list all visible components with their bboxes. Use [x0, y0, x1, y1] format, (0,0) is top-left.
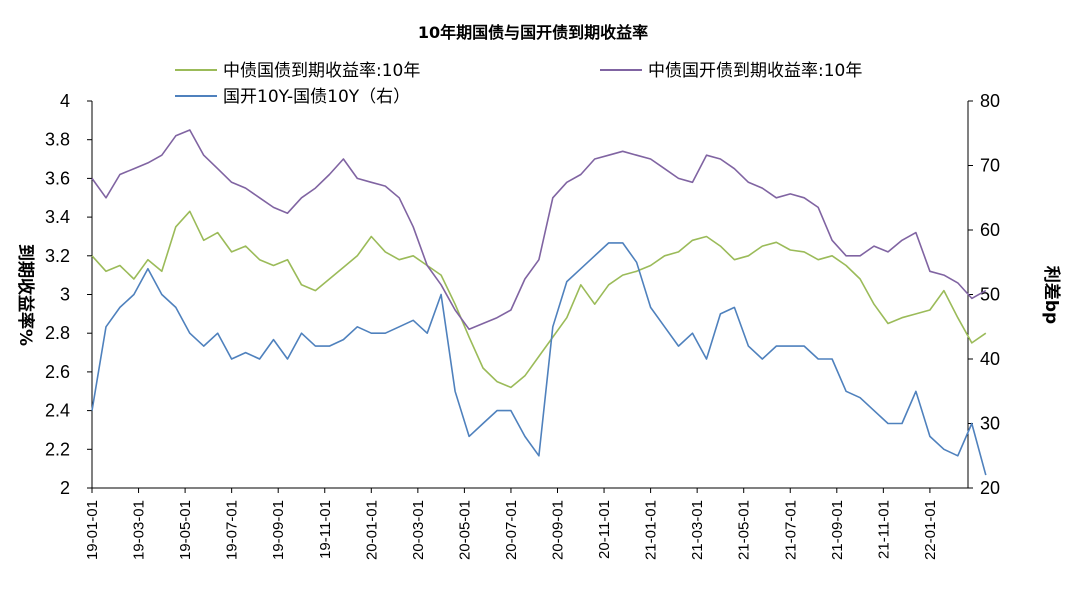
legend-label-0: 中债国债到期收益率:10年	[223, 61, 420, 81]
x-tick-label: 19-05-01	[177, 500, 194, 560]
legend-label-2: 国开10Y-国债10Y（右）	[223, 87, 410, 107]
y-tick-label-right: 20	[980, 478, 1000, 498]
x-tick-label: 19-01-01	[84, 500, 101, 560]
y-tick-label-left: 3.6	[45, 168, 70, 188]
legend: 中债国债到期收益率:10年 中债国开债到期收益率:10年国开10Y-国债10Y（右…	[175, 61, 862, 107]
x-tick-label: 19-11-01	[317, 500, 334, 559]
series-line-0	[91, 210, 987, 389]
x-tick-label: 21-09-01	[829, 500, 846, 560]
x-tick-label: 21-05-01	[736, 500, 753, 560]
y-tick-label-left: 2.2	[45, 439, 70, 459]
x-tick-label: 19-07-01	[224, 500, 241, 560]
y-tick-label-left: 3.4	[45, 207, 70, 227]
x-tick-label: 19-09-01	[270, 500, 287, 560]
y-tick-label-right: 40	[980, 349, 1000, 369]
x-tick-label: 21-11-01	[875, 500, 892, 559]
series-line-1	[91, 129, 987, 331]
x-tick-label: 19-03-01	[131, 500, 148, 560]
y-tick-label-left: 2.4	[45, 401, 70, 421]
y-axis-label-right: 利差bp	[1041, 266, 1062, 324]
y-tick-label-right: 50	[980, 285, 1000, 305]
y-tick-label-left: 2.6	[45, 362, 70, 382]
x-tick-label: 20-03-01	[410, 500, 427, 560]
y-tick-label-left: 4	[60, 91, 70, 111]
x-tick-label: 20-07-01	[503, 500, 520, 560]
chart-title: 10年期国债与国开债到期收益率	[418, 23, 648, 42]
x-tick-label: 21-01-01	[643, 500, 660, 560]
y-axis-label-left: 到期收益率%	[15, 244, 36, 346]
series-line-2	[91, 242, 987, 476]
y-tick-label-left: 2.8	[45, 323, 70, 343]
series-lines	[91, 129, 987, 476]
legend-label-1: 中债国开债到期收益率:10年	[648, 61, 862, 81]
y-tick-label-right: 60	[980, 220, 1000, 240]
y-tick-label-right: 70	[980, 156, 1000, 176]
y-tick-label-left: 3.8	[45, 130, 70, 150]
x-tick-label: 22-01-01	[922, 500, 939, 560]
axes: 2 2.2 2.4 2.6 2.8 3 3.2 3.4 3.6 3.8 4 20 30 40 50 60 70 8…	[45, 91, 1000, 560]
y-tick-label-left: 3	[60, 285, 70, 305]
x-tick-label: 20-01-01	[363, 500, 380, 560]
x-tick-label: 21-03-01	[689, 500, 706, 560]
x-tick-label: 20-11-01	[596, 500, 613, 559]
y-tick-label-left: 3.2	[45, 246, 70, 266]
x-tick-label: 20-05-01	[456, 500, 473, 560]
x-tick-label: 20-09-01	[550, 500, 567, 560]
y-tick-label-right: 30	[980, 414, 1000, 434]
y-tick-label-right: 80	[980, 91, 1000, 111]
y-tick-label-left: 2	[60, 478, 70, 498]
x-tick-label: 21-07-01	[782, 500, 799, 560]
